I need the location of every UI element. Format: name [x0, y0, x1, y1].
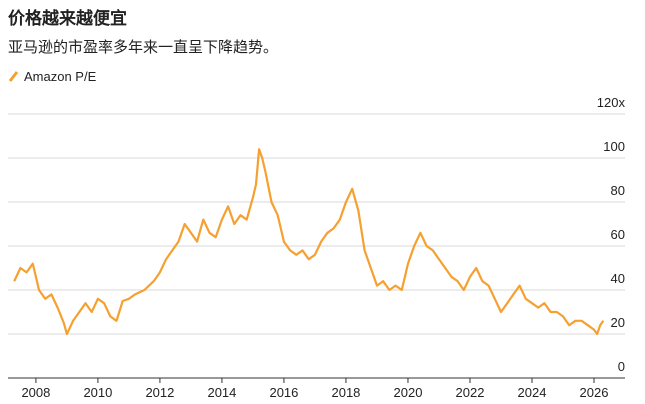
x-tick-label: 2020 [394, 385, 423, 400]
y-tick-label: 60 [611, 227, 625, 242]
legend-icon [8, 71, 19, 82]
x-tick-label: 2012 [145, 385, 174, 400]
x-tick-label: 2026 [580, 385, 609, 400]
x-tick-label: 2022 [456, 385, 485, 400]
x-tick-label: 2018 [331, 385, 360, 400]
y-tick-label: 120x [597, 95, 626, 110]
chart-title: 价格越来越便宜 [8, 8, 127, 28]
legend-label: Amazon P/E [24, 69, 97, 84]
x-tick-label: 2008 [21, 385, 50, 400]
y-tick-label: 80 [611, 183, 625, 198]
line [13, 148, 605, 336]
chart-subtitle: 亚马逊的市盈率多年来一直呈下降趋势。 [8, 39, 278, 56]
y-tick-label: 40 [611, 271, 625, 286]
x-tick-label: 2014 [207, 385, 236, 400]
x-tick-label: 2010 [83, 385, 112, 400]
y-tick-label: 20 [611, 315, 625, 330]
y-tick-label: 100 [603, 139, 625, 154]
x-tick-label: 2016 [269, 385, 298, 400]
x-tick-label: 2024 [518, 385, 547, 400]
y-tick-label: 0 [618, 359, 625, 374]
